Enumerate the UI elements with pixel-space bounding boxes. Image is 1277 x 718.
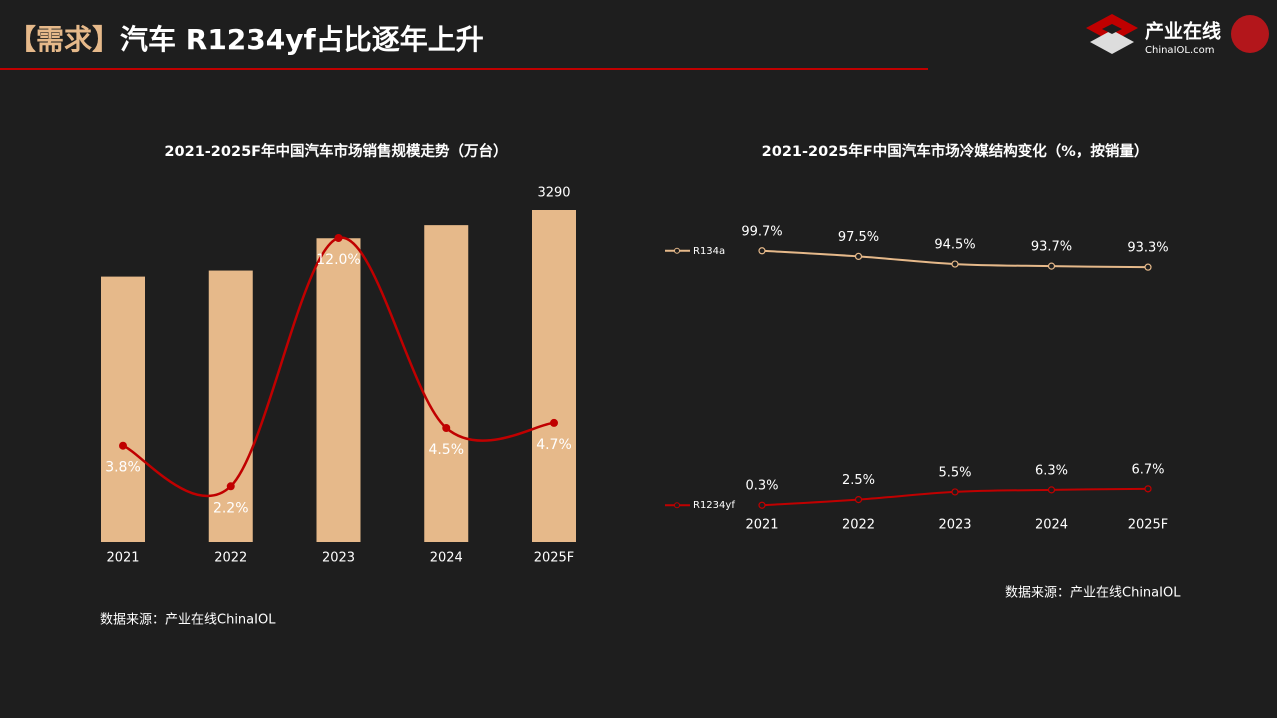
value-label: 93.7% [1031, 240, 1072, 255]
legend-label: R134a [693, 246, 725, 257]
legend-marker [674, 502, 680, 509]
x-tick-label: 2024 [430, 551, 463, 566]
x-tick-label: 2021 [106, 551, 139, 566]
value-label: 6.3% [1035, 463, 1068, 478]
bar [532, 210, 576, 542]
x-tick-label: 2025F [534, 551, 575, 566]
bar [101, 276, 145, 542]
value-label: 5.5% [938, 465, 971, 480]
seal [1231, 15, 1269, 53]
point [1144, 485, 1152, 493]
point [1047, 262, 1056, 270]
value-label: 94.5% [934, 238, 975, 253]
value-label: 3290 [537, 186, 570, 201]
chart-title: 2021-2025F年中国汽车市场销售规模走势（万台） [164, 142, 507, 160]
point [1144, 263, 1152, 271]
point [951, 260, 959, 268]
point [758, 247, 766, 255]
point [1047, 486, 1056, 494]
bar [208, 270, 253, 542]
value-label: 12.0% [316, 252, 360, 268]
source-note: 数据来源：产业在线ChinaIOL [100, 613, 276, 628]
value-label: 99.7% [741, 224, 782, 239]
x-tick-label: 2021 [745, 518, 778, 533]
point [334, 234, 343, 242]
logo-mark [1102, 24, 1122, 34]
x-tick-label: 2023 [938, 518, 971, 533]
logo-mark [1090, 30, 1134, 54]
x-tick-label: 2022 [842, 518, 875, 533]
value-label: 0.3% [745, 479, 778, 494]
value-label: 4.5% [428, 442, 464, 458]
value-label: 93.3% [1127, 241, 1168, 256]
slide-title: 【需求】汽车 R1234yf占比逐年上升 [8, 23, 484, 56]
logo-url: ChinaIOL.com [1145, 45, 1215, 56]
x-tick-label: 2023 [322, 551, 355, 566]
point [550, 418, 558, 427]
point [226, 482, 235, 491]
legend-label: R1234yf [693, 500, 735, 511]
x-tick-label: 2022 [214, 551, 247, 566]
chart-title: 2021-2025年F中国汽车市场冷媒结构变化（%，按销量） [762, 142, 1149, 160]
value-label: 97.5% [838, 230, 879, 245]
source-note: 数据来源：产业在线ChinaIOL [1005, 586, 1181, 601]
x-tick-label: 2025F [1128, 518, 1169, 533]
bar [316, 238, 361, 543]
value-label: 4.7% [536, 437, 572, 453]
point [442, 424, 451, 432]
value-label: 2.2% [213, 500, 249, 516]
logo-name: 产业在线 [1145, 20, 1221, 43]
x-tick-label: 2024 [1035, 518, 1068, 533]
value-label: 6.7% [1131, 462, 1164, 477]
point [119, 441, 127, 450]
value-label: 3.8% [105, 460, 141, 476]
bar [424, 225, 469, 542]
point [951, 488, 959, 496]
value-label: 2.5% [842, 473, 875, 488]
logo: 产业在线 ChinaIOL.com [1086, 14, 1269, 56]
point [854, 252, 863, 260]
point [758, 501, 766, 509]
point [854, 496, 863, 504]
title-main: 汽车 R1234yf占比逐年上升 [120, 23, 484, 56]
title-prefix: 【需求】 [8, 23, 120, 56]
legend-marker [674, 247, 680, 254]
